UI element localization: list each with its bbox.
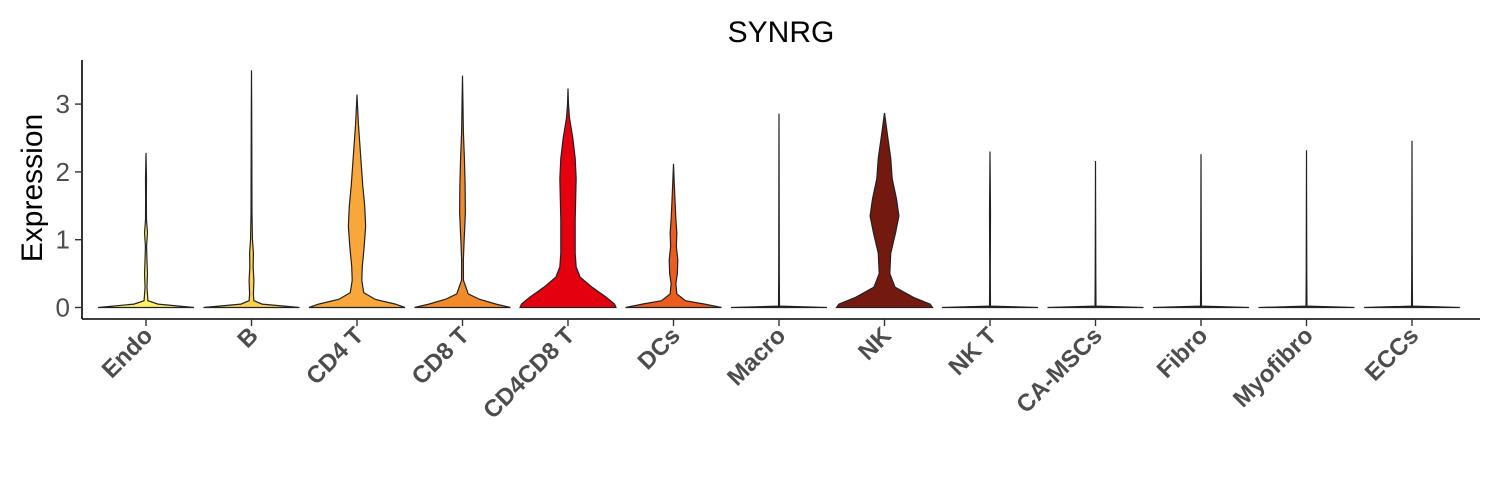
violin-eccs bbox=[1363, 140, 1461, 309]
violin-nk bbox=[835, 112, 934, 309]
violin-cd4-t bbox=[308, 94, 406, 309]
x-tick-label: NK T bbox=[944, 322, 1003, 381]
violin-macro bbox=[730, 113, 828, 309]
y-axis-label: Expression bbox=[16, 114, 49, 262]
x-tick-label: Fibro bbox=[1152, 322, 1214, 384]
x-tick-label: Macro bbox=[722, 322, 791, 391]
y-tick-label: 0 bbox=[56, 293, 70, 323]
x-tick-label: Myofibro bbox=[1228, 322, 1319, 413]
x-tick-label: Endo bbox=[97, 322, 159, 384]
x-tick-label: CD4 T bbox=[301, 322, 369, 390]
violin-ca-mscs bbox=[1047, 161, 1144, 309]
y-tick-label: 2 bbox=[56, 157, 70, 187]
x-tick-label: CD4CD8 T bbox=[478, 322, 580, 424]
violin-b bbox=[203, 70, 300, 309]
x-tick-label: DCs bbox=[633, 322, 686, 375]
violin-myofibro bbox=[1258, 150, 1355, 309]
y-axis: 0 1 2 3 bbox=[56, 60, 83, 323]
x-tick-label: B bbox=[232, 322, 263, 353]
violin-dcs bbox=[625, 163, 722, 309]
x-tick-label: ECCs bbox=[1360, 322, 1424, 386]
violin-cd4cd8-t bbox=[519, 88, 617, 309]
violin-endo bbox=[97, 152, 195, 309]
violin-group bbox=[97, 70, 1461, 309]
x-tick-label: NK bbox=[853, 322, 897, 366]
x-tick-label: CD8 T bbox=[407, 322, 475, 390]
violin-cd8-t bbox=[414, 75, 511, 309]
y-tick-label: 3 bbox=[56, 89, 70, 119]
chart-title: SYNRG bbox=[728, 16, 835, 49]
y-tick-label: 1 bbox=[56, 225, 70, 255]
x-tick-label: CA-MSCs bbox=[1011, 322, 1107, 418]
violin-fibro bbox=[1152, 154, 1250, 309]
violin-nk-t bbox=[941, 151, 1039, 309]
x-axis: Endo B CD4 T CD8 T CD4CD8 T DCs Macro NK NK T CA-… bbox=[82, 318, 1480, 424]
